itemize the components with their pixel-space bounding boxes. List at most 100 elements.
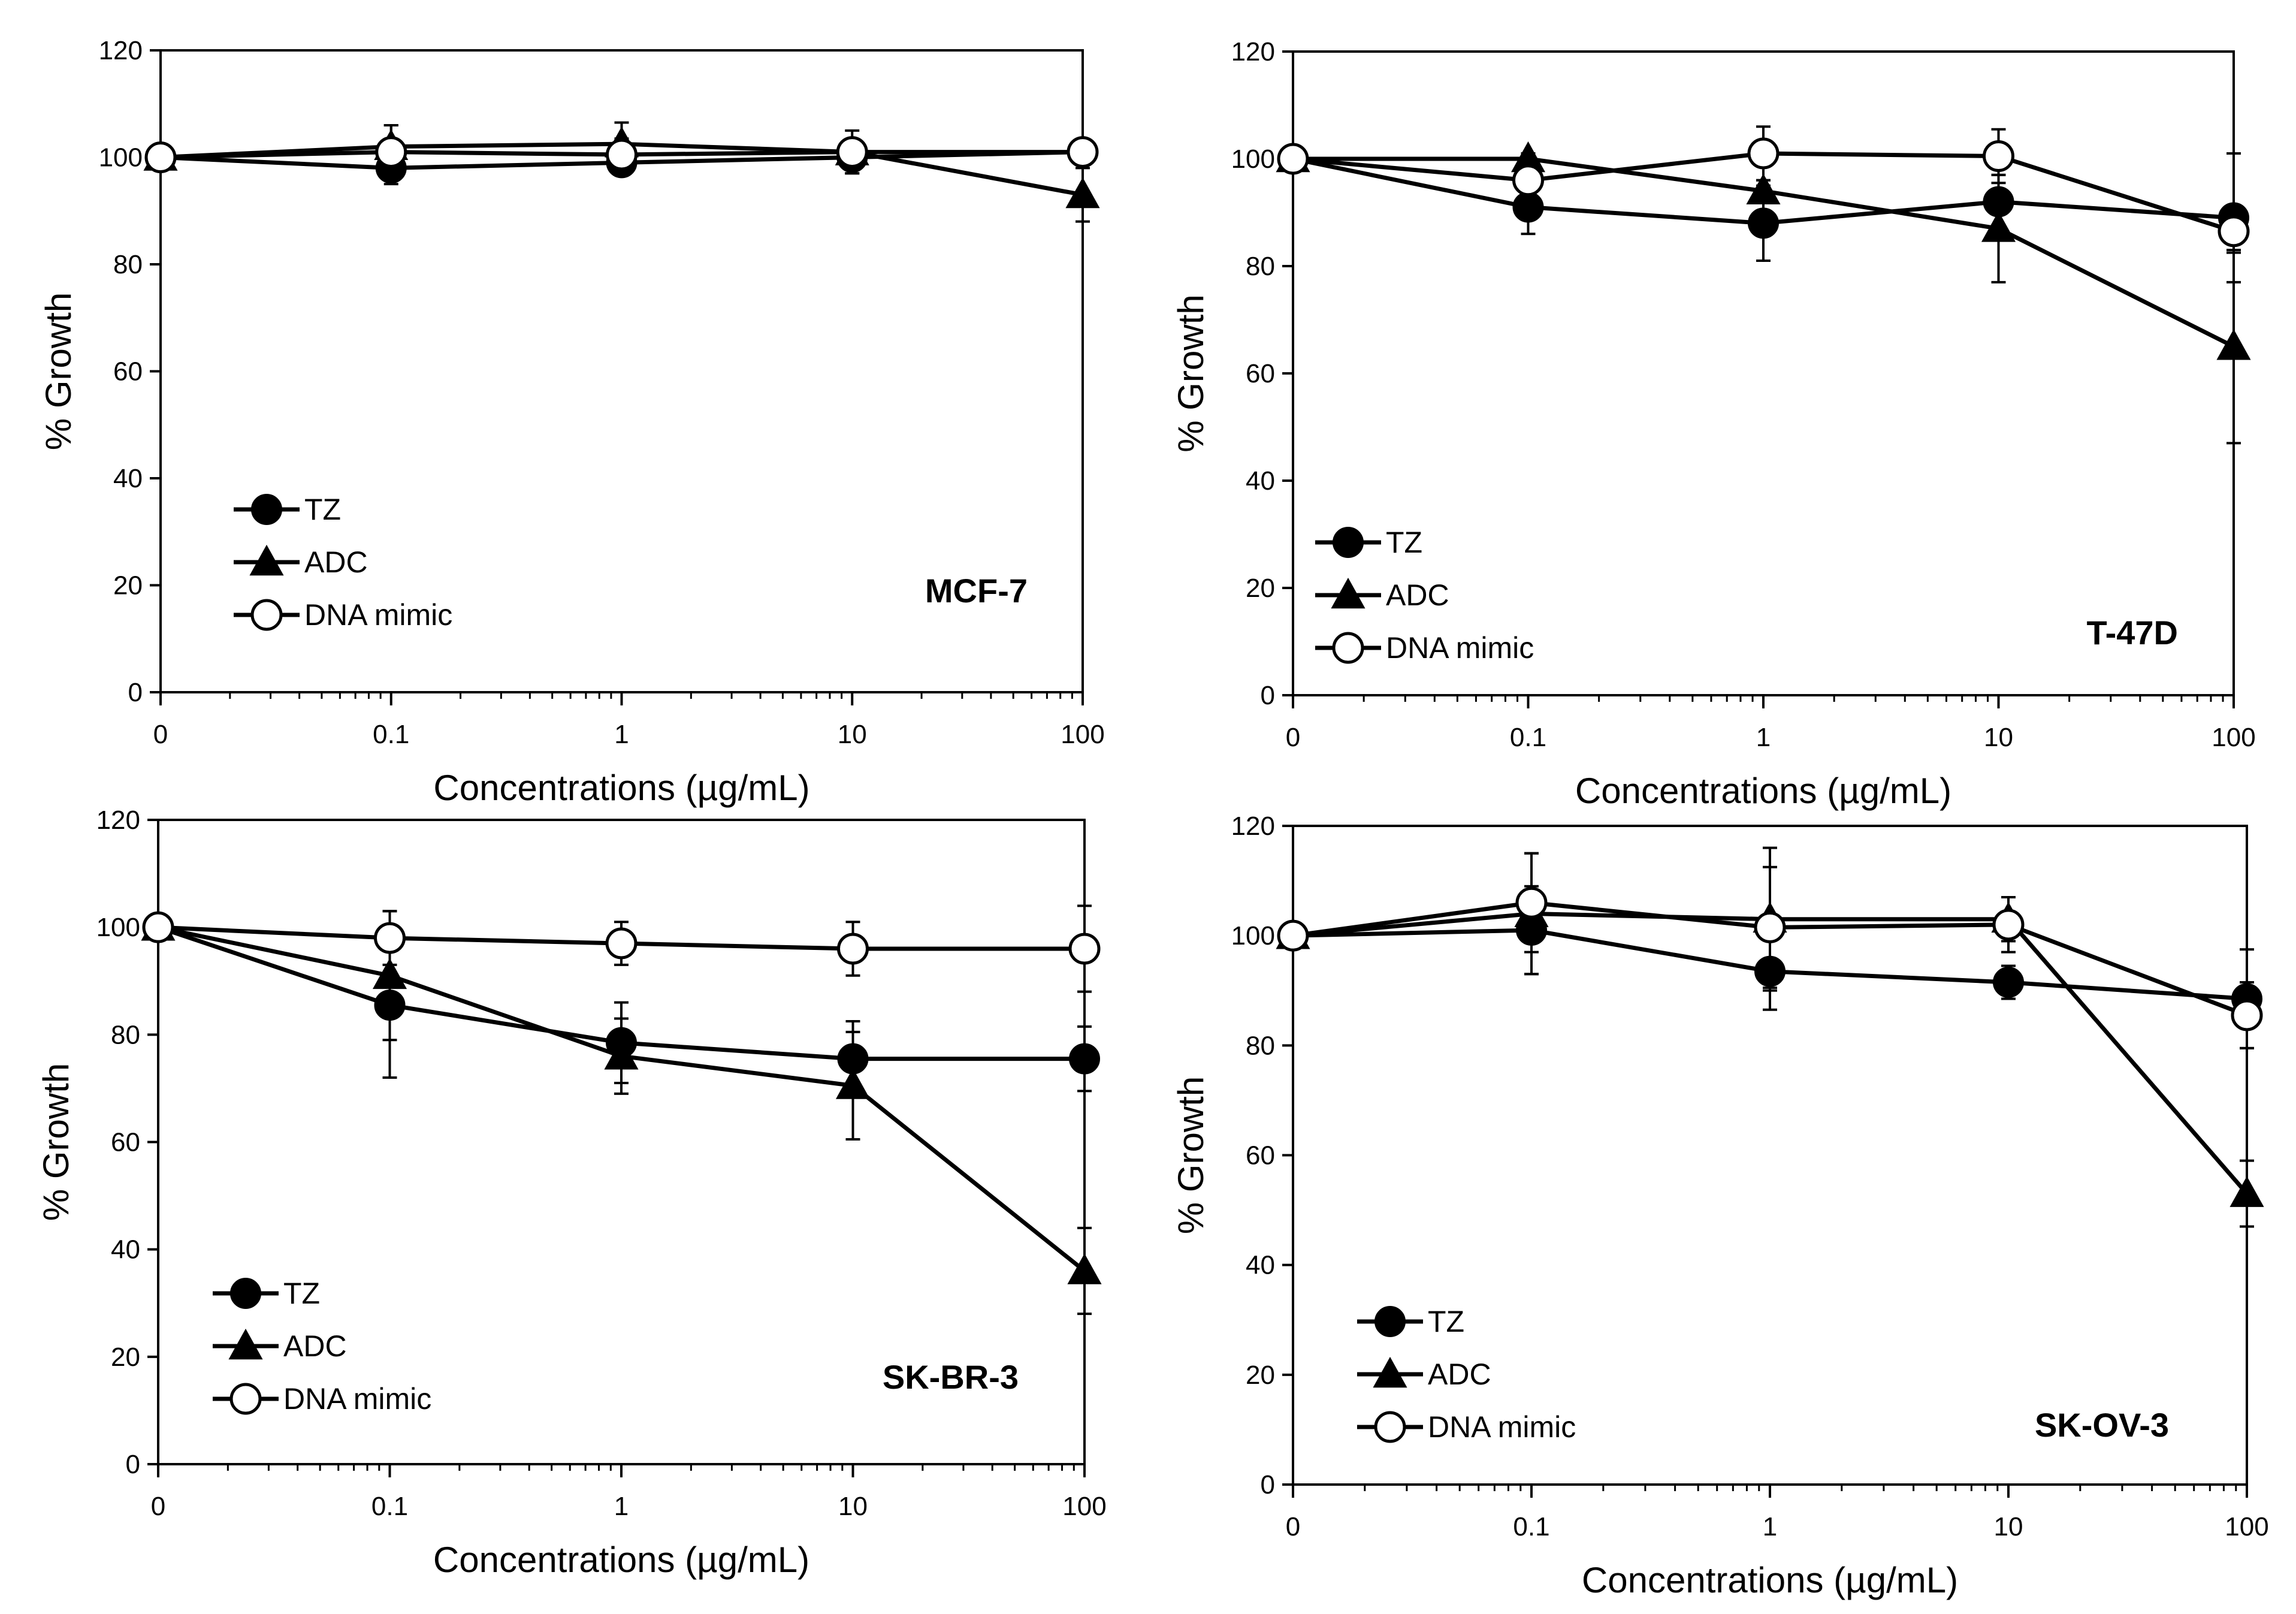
legend-label: ADC — [1386, 578, 1449, 612]
legend-marker — [228, 1328, 263, 1360]
legend-marker — [1333, 527, 1364, 558]
markers-dna-mimic — [144, 136, 1099, 173]
x-axis-title: Concentrations (µg/mL) — [1582, 1560, 1958, 1600]
y-tick-label: 80 — [113, 250, 143, 279]
legend-marker — [250, 599, 283, 631]
legend-marker — [249, 544, 284, 576]
data-point — [1512, 191, 1544, 223]
legend-marker — [1331, 577, 1365, 609]
y-tick-label: 80 — [1246, 1031, 1275, 1060]
markers-adc — [141, 910, 1102, 1284]
x-axis-title: Concentrations (µg/mL) — [433, 768, 809, 808]
data-point — [837, 933, 869, 965]
y-tick-label: 0 — [1261, 681, 1275, 710]
series-adc — [1292, 846, 2254, 1228]
data-point — [1983, 140, 2014, 173]
x-tick-label: 0.1 — [371, 1492, 408, 1521]
cell-line-label: MCF-7 — [925, 572, 1028, 610]
y-tick-label: 0 — [126, 1450, 140, 1479]
data-point — [1992, 909, 2025, 941]
legend-marker — [230, 1278, 261, 1309]
chart-panel-sk-ov-3: 0 20 40 60 80 100 120 0 0.1 1 10 100 Concentrations … — [1171, 811, 2269, 1600]
legend-label: TZ — [1386, 526, 1422, 559]
y-tick-label: 100 — [99, 143, 143, 173]
y-tick-label: 80 — [1246, 252, 1275, 281]
legend-marker — [1332, 632, 1364, 664]
y-tick-label: 20 — [1246, 1360, 1275, 1390]
chart-panel-mcf-7: 0 20 40 60 80 100 120 0 0.1 1 10 100 Concentrations … — [38, 36, 1105, 808]
y-tick-label: 100 — [1231, 144, 1275, 174]
series-dna-mimic — [1292, 852, 2254, 1049]
legend-marker — [251, 494, 282, 525]
cell-line-label: SK-BR-3 — [883, 1358, 1019, 1396]
y-tick-label: 60 — [1246, 1141, 1275, 1170]
legend-label: DNA mimic — [1386, 631, 1534, 665]
data-point — [1981, 211, 2016, 242]
data-point — [1277, 919, 1309, 952]
data-point — [605, 927, 638, 960]
legend: TZ ADC DNA mimic — [213, 1277, 431, 1416]
data-point — [2229, 1176, 2264, 1207]
legend-label: ADC — [1428, 1357, 1491, 1391]
x-tick-label: 100 — [1062, 1492, 1106, 1521]
markers-dna-mimic — [1277, 886, 2263, 1031]
data-point — [1069, 1043, 1100, 1075]
x-tick-label: 1 — [1763, 1512, 1777, 1541]
legend-label: TZ — [1428, 1305, 1464, 1338]
data-point — [375, 136, 407, 168]
y-tick-label: 40 — [111, 1235, 140, 1265]
y-tick-label: 20 — [1246, 574, 1275, 603]
x-tick-label: 0.1 — [1510, 723, 1546, 752]
markers-dna-mimic — [142, 911, 1101, 965]
y-tick-label: 60 — [113, 357, 143, 387]
legend-label: DNA mimic — [1428, 1410, 1576, 1444]
cell-line-label: T-47D — [2087, 614, 2179, 651]
data-point — [836, 136, 868, 168]
data-point — [604, 1039, 639, 1070]
legend-label: TZ — [283, 1277, 320, 1310]
x-tick-label: 10 — [1994, 1512, 2023, 1541]
x-tick-label: 100 — [2225, 1512, 2268, 1541]
chart-panel-sk-br-3: 0 20 40 60 80 100 120 0 0.1 1 10 100 Concentrations … — [36, 806, 1107, 1580]
series-adc — [158, 910, 1092, 1316]
data-point — [1067, 136, 1099, 168]
y-tick-label: 100 — [96, 913, 140, 942]
x-tick-label: 1 — [614, 1492, 629, 1521]
chart-panel-t-47d: 0 20 40 60 80 100 120 0 0.1 1 10 100 Concentrations … — [1171, 37, 2256, 811]
x-tick-label: 0.1 — [373, 720, 409, 749]
data-point — [144, 141, 177, 173]
x-tick-label: 0.1 — [1513, 1512, 1549, 1541]
data-point — [2216, 329, 2251, 360]
data-point — [1754, 911, 1786, 943]
y-tick-label: 20 — [113, 571, 143, 601]
data-point — [1748, 207, 1779, 239]
data-point — [1512, 164, 1544, 197]
x-axis-title: Concentrations (µg/mL) — [433, 1540, 809, 1580]
y-tick-label: 100 — [1231, 921, 1275, 951]
y-tick-label: 120 — [99, 36, 143, 65]
x-tick-label: 10 — [838, 1492, 868, 1521]
data-point — [142, 911, 174, 943]
x-axis-title: Concentrations (µg/mL) — [1575, 771, 1951, 811]
x-tick-label: 0 — [153, 720, 168, 749]
legend-marker — [229, 1383, 262, 1415]
legend-marker — [1374, 1411, 1406, 1443]
markers-dna-mimic — [1277, 137, 2250, 248]
x-tick-label: 100 — [2212, 723, 2255, 752]
y-tick-label: 40 — [113, 464, 143, 493]
data-point — [1515, 886, 1548, 919]
legend-label: DNA mimic — [283, 1382, 431, 1416]
y-tick-label: 120 — [1231, 37, 1275, 67]
y-tick-label: 60 — [1246, 359, 1275, 388]
legend-label: DNA mimic — [304, 598, 452, 632]
data-point — [372, 958, 407, 989]
x-tick-label: 10 — [838, 720, 867, 749]
legend-label: TZ — [304, 493, 341, 526]
y-axis-title: % Growth — [38, 292, 78, 450]
legend-marker — [1373, 1356, 1407, 1388]
data-point — [2231, 999, 2263, 1031]
data-point — [606, 138, 638, 171]
x-tick-label: 1 — [614, 720, 629, 749]
y-axis-title: % Growth — [1171, 1076, 1211, 1234]
cell-line-label: SK-OV-3 — [2035, 1406, 2169, 1444]
